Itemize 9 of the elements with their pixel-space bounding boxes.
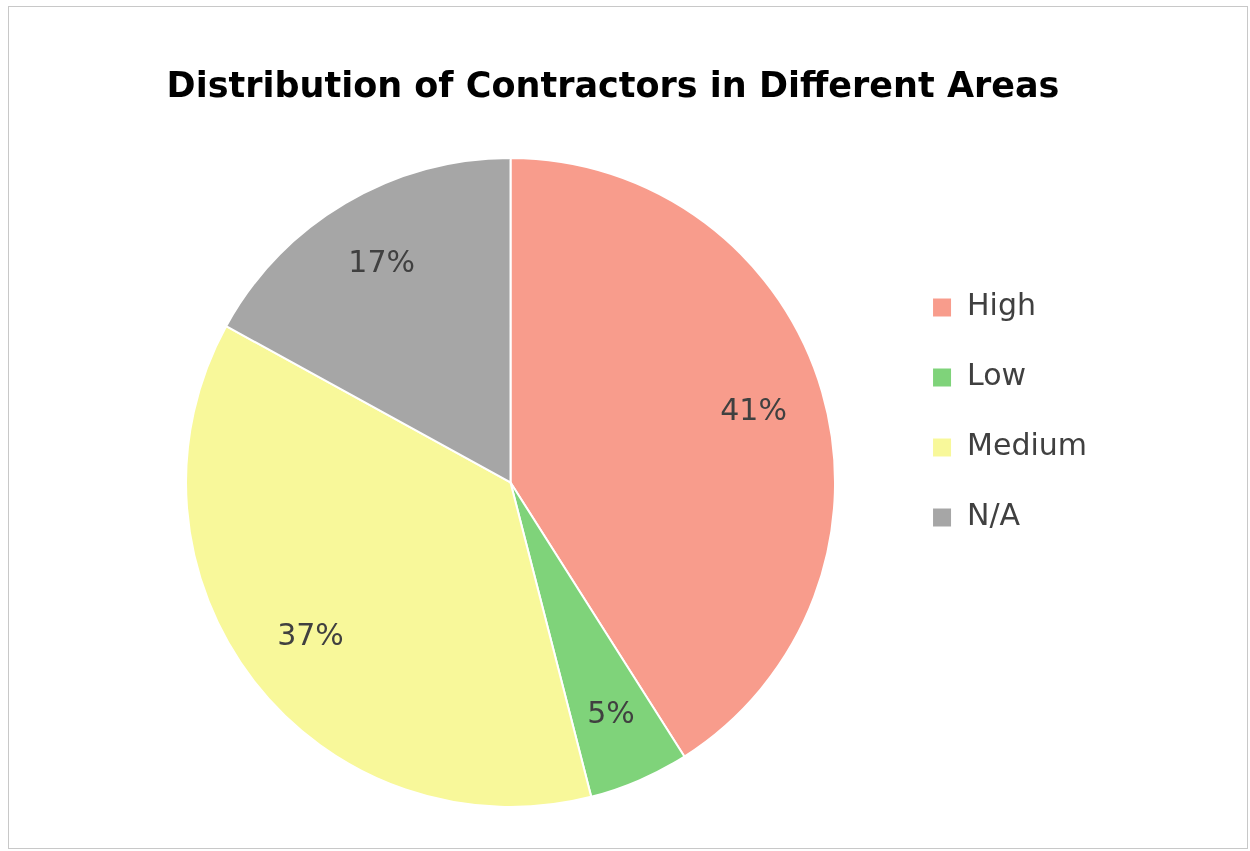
legend-label: N/A	[967, 497, 1021, 533]
legend-label: High	[967, 287, 1036, 323]
data-label: 37%	[277, 617, 344, 653]
data-label: 17%	[348, 244, 416, 280]
data-label: 41%	[720, 391, 787, 427]
legend-label: Low	[967, 357, 1027, 393]
chart-title: Distribution of Contractors in Different Areas	[166, 65, 1060, 106]
data-label: 5%	[587, 694, 635, 730]
legend-label: Medium	[967, 427, 1088, 463]
